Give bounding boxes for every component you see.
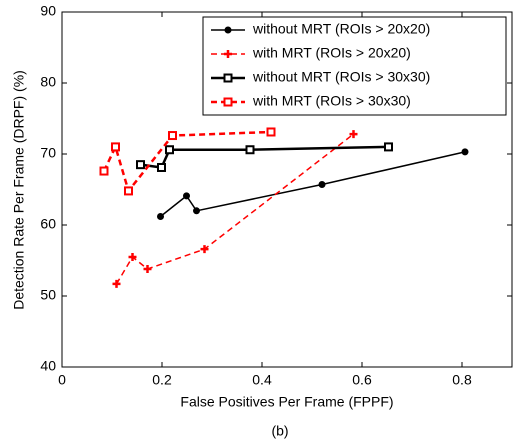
plot-frame [61,11,513,368]
marker [111,142,120,152]
marker [384,142,393,152]
y-tick-label: 90 [40,3,56,19]
x-tick-label: 0.2 [152,372,172,388]
legend-label: with MRT (ROIs > 20x20) [252,45,411,61]
caption: (b) [271,423,288,439]
x-tick-label: 0.8 [452,372,472,388]
series-line [102,130,272,194]
marker [143,265,152,274]
y-tick-label: 70 [40,145,56,161]
series-line [140,145,389,169]
series-line [160,151,466,218]
marker [124,186,133,196]
legend-label: without MRT (ROIs > 30x30) [252,69,430,85]
y-tick-label: 60 [40,216,56,232]
marker [128,252,137,261]
marker [349,130,358,139]
marker [168,131,177,141]
legend-marker [224,26,232,34]
x-tick-label: 0 [58,372,66,388]
legend-marker [224,50,232,58]
y-tick-label: 50 [40,287,56,303]
marker [318,181,326,189]
marker [165,145,174,155]
marker [193,207,200,215]
marker [157,212,164,220]
legend-marker [223,73,233,83]
marker [200,245,209,254]
marker [266,127,276,137]
legend-label: without MRT (ROIs > 20x20) [252,21,430,37]
legend-marker [223,97,233,107]
series-line [115,133,354,285]
x-axis-label: False Positives Per Frame (FPPF) [180,394,393,410]
marker [245,145,255,155]
legend-label: with MRT (ROIs > 30x30) [252,93,411,109]
marker [99,166,109,176]
y-tick-label: 80 [40,74,56,90]
marker [461,148,469,156]
x-tick-label: 0.4 [252,372,272,388]
y-axis-label: Detection Rate Per Frame (DRPF) (%) [11,70,27,310]
marker [183,192,190,200]
legend-box [202,16,507,116]
marker [112,279,121,288]
x-tick-label: 0.6 [352,372,372,388]
marker [157,162,166,172]
marker [136,160,145,170]
y-tick-label: 40 [40,358,56,374]
